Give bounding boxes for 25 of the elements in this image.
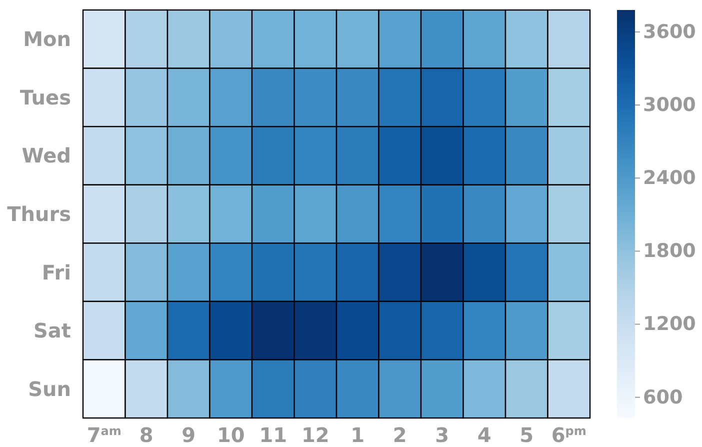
x-tick-label: 12 xyxy=(301,423,330,447)
x-tick-label: 8 xyxy=(139,423,154,447)
color-bar-label: 600 xyxy=(643,386,683,408)
y-tick-label: Wed xyxy=(22,144,71,168)
x-tick-label: 10 xyxy=(216,423,245,447)
x-tick-label: 4 xyxy=(477,423,492,447)
y-tick-label: Fri xyxy=(42,260,71,284)
color-bar-label: 1200 xyxy=(643,313,696,336)
color-bar-label: 3600 xyxy=(643,20,696,43)
y-tick-label: Sat xyxy=(34,318,72,343)
x-tick-label: 3 xyxy=(435,423,450,447)
x-tick-label: 6$^{pm}$ xyxy=(551,423,586,447)
y-tick-label: Thurs xyxy=(7,202,71,226)
x-tick-label: 2 xyxy=(392,423,407,447)
color-bar-label: 3000 xyxy=(643,94,696,116)
x-tick-label: 5 xyxy=(520,423,534,447)
x-tick-label: 11 xyxy=(259,423,288,447)
x-tick-label: 1 xyxy=(350,423,365,447)
x-tick-label: 7$^{am}$ xyxy=(86,423,122,447)
y-tick-label: Sun xyxy=(28,376,71,401)
color-bar-label: 2400 xyxy=(643,167,696,190)
y-tick-label: Mon xyxy=(23,27,71,52)
color-bar-label: 1800 xyxy=(643,240,696,262)
x-tick-label: 9 xyxy=(182,423,196,447)
y-tick-label: Tues xyxy=(20,85,71,110)
